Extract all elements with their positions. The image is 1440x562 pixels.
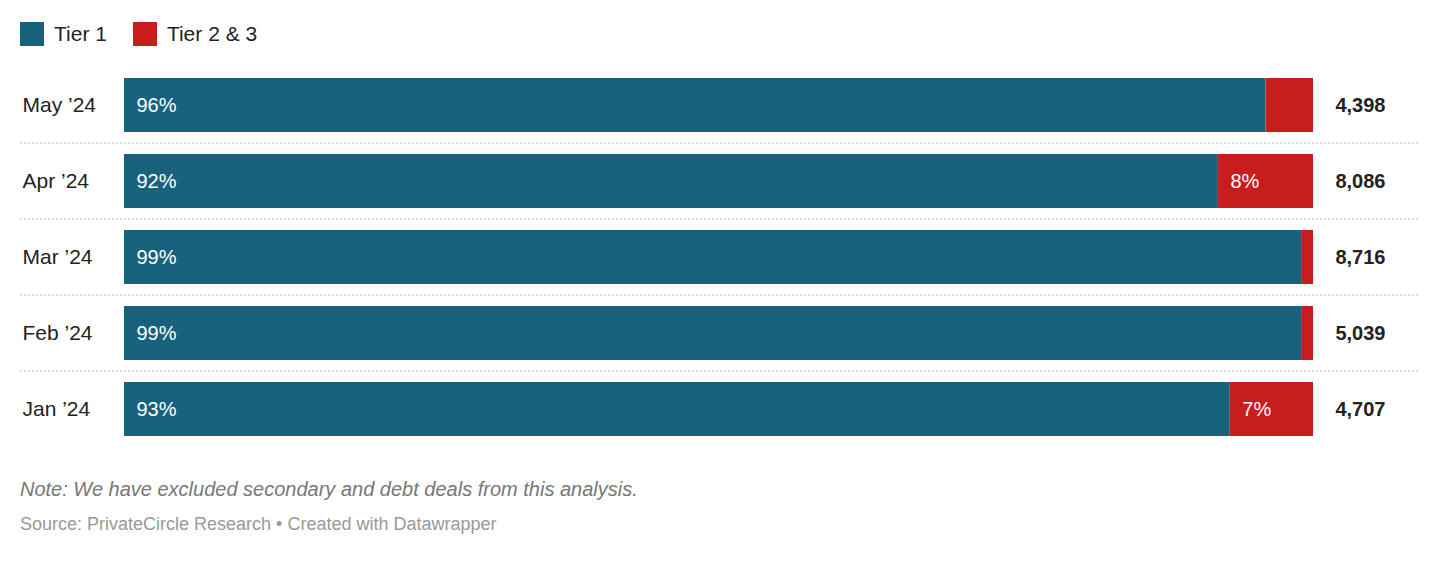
svg-text:4,398: 4,398 [1335, 94, 1385, 116]
svg-text:8,086: 8,086 [1335, 170, 1385, 192]
html-text:Note: We have excluded seconda: Note: We have excluded secondary and deb… [20, 478, 638, 500]
svg-text:96%: 96% [137, 94, 177, 116]
svg-text:92%: 92% [137, 170, 177, 192]
svg-text:Mar ’24: Mar ’24 [23, 245, 93, 268]
svg-text:93%: 93% [137, 398, 177, 420]
svg-text:99%: 99% [137, 246, 177, 268]
svg-text:7%: 7% [1242, 398, 1271, 420]
svg-text:8,716: 8,716 [1335, 246, 1385, 268]
svg-text:5,039: 5,039 [1335, 322, 1385, 344]
svg-text:8%: 8% [1230, 170, 1259, 192]
svg-text:4,707: 4,707 [1335, 398, 1385, 420]
html-text:Source: PrivateCircle Research: Source: PrivateCircle Research • Created… [20, 514, 497, 534]
svg-text:99%: 99% [137, 322, 177, 344]
html-text:Tier 2 & 3: Tier 2 & 3 [166, 22, 258, 45]
svg-text:Apr ’24: Apr ’24 [23, 169, 90, 192]
svg-text:May ’24: May ’24 [23, 93, 97, 116]
svg-text:Feb ’24: Feb ’24 [23, 321, 93, 344]
svg-text:Jan ’24: Jan ’24 [23, 397, 91, 420]
html-text:Tier 1: Tier 1 [54, 22, 107, 45]
